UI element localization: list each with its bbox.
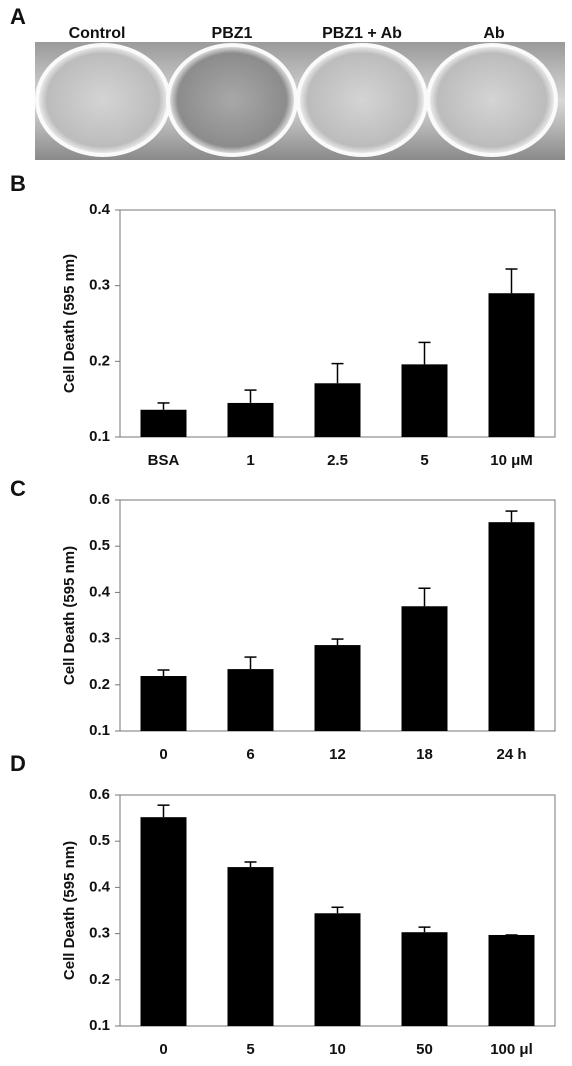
bar <box>140 409 187 437</box>
y-tick-label: 0.3 <box>89 630 110 647</box>
x-tick-label: 10 <box>329 1041 346 1058</box>
bar <box>314 913 361 1026</box>
well <box>426 43 558 157</box>
bar <box>488 934 535 1026</box>
y-tick-label: 0.1 <box>89 1017 110 1034</box>
well <box>35 43 171 157</box>
y-tick-label: 0.5 <box>89 832 110 849</box>
panel-label: A <box>10 4 26 29</box>
y-tick-label: 0.4 <box>89 878 111 895</box>
panel-label: B <box>10 171 26 196</box>
bar <box>227 402 274 437</box>
x-tick-label: 100 μl <box>490 1041 533 1058</box>
y-tick-label: 0.4 <box>89 583 111 600</box>
y-tick-label: 0.1 <box>89 722 110 739</box>
well-label: PBZ1 <box>212 25 253 42</box>
bar <box>488 293 535 437</box>
y-tick-label: 0.4 <box>89 201 111 218</box>
x-tick-label: 2.5 <box>327 452 348 469</box>
x-tick-label: 5 <box>246 1041 254 1058</box>
y-tick-label: 0.6 <box>89 491 110 508</box>
well-label: Ab <box>483 25 505 42</box>
bar <box>227 867 274 1026</box>
y-tick-label: 0.6 <box>89 786 110 803</box>
x-tick-label: 0 <box>159 746 167 763</box>
x-tick-label: BSA <box>148 452 180 469</box>
bar <box>401 364 448 437</box>
bar <box>488 522 535 731</box>
panel-label: C <box>10 476 26 501</box>
y-axis-label: Cell Death (595 nm) <box>61 841 78 980</box>
x-tick-label: 6 <box>246 746 254 763</box>
bar <box>227 669 274 731</box>
x-tick-label: 12 <box>329 746 346 763</box>
x-tick-label: 18 <box>416 746 433 763</box>
bar <box>314 383 361 437</box>
y-tick-label: 0.5 <box>89 537 110 554</box>
bar <box>140 817 187 1026</box>
x-tick-label: 5 <box>420 452 428 469</box>
y-tick-label: 0.3 <box>89 277 110 294</box>
x-tick-label: 0 <box>159 1041 167 1058</box>
y-axis-label: Cell Death (595 nm) <box>61 546 78 685</box>
x-tick-label: 24 h <box>496 746 526 763</box>
y-axis-label: Cell Death (595 nm) <box>61 254 78 393</box>
bar <box>314 645 361 731</box>
well-label: PBZ1 + Ab <box>322 25 402 42</box>
y-tick-label: 0.2 <box>89 971 110 988</box>
panel-label: D <box>10 751 26 776</box>
y-tick-label: 0.2 <box>89 676 110 693</box>
well <box>296 43 428 157</box>
x-tick-label: 1 <box>246 452 254 469</box>
x-tick-label: 50 <box>416 1041 433 1058</box>
bar <box>401 606 448 731</box>
y-tick-label: 0.2 <box>89 352 110 369</box>
well-label: Control <box>69 25 126 42</box>
y-tick-label: 0.1 <box>89 428 110 445</box>
bar <box>401 932 448 1026</box>
well <box>166 43 298 157</box>
x-tick-label: 10 μM <box>490 452 533 469</box>
bar <box>140 676 187 731</box>
y-tick-label: 0.3 <box>89 925 110 942</box>
